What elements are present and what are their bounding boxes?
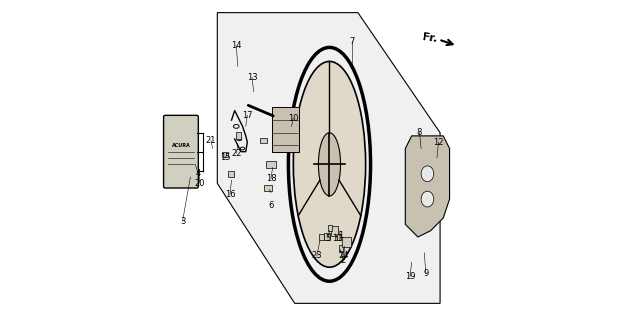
Text: 11: 11 — [332, 234, 342, 243]
FancyBboxPatch shape — [324, 233, 330, 240]
Text: 23: 23 — [312, 252, 322, 260]
Text: 1: 1 — [338, 231, 343, 240]
FancyArrowPatch shape — [248, 105, 273, 116]
Text: 8: 8 — [417, 128, 422, 137]
FancyBboxPatch shape — [337, 234, 342, 240]
FancyBboxPatch shape — [228, 171, 234, 177]
Polygon shape — [218, 13, 440, 303]
FancyBboxPatch shape — [339, 245, 343, 252]
FancyBboxPatch shape — [264, 185, 272, 191]
Text: 24: 24 — [339, 252, 349, 260]
Text: 18: 18 — [266, 174, 276, 183]
Text: 12: 12 — [433, 138, 444, 147]
Text: 10: 10 — [288, 114, 298, 123]
Text: 22: 22 — [231, 149, 241, 158]
Ellipse shape — [319, 133, 340, 196]
FancyBboxPatch shape — [236, 132, 241, 139]
FancyBboxPatch shape — [260, 138, 268, 143]
Polygon shape — [405, 136, 449, 237]
Text: 7: 7 — [349, 37, 355, 46]
Ellipse shape — [293, 61, 365, 267]
Text: 3: 3 — [180, 217, 185, 226]
FancyBboxPatch shape — [266, 161, 276, 168]
Ellipse shape — [421, 191, 434, 207]
Text: 6: 6 — [268, 201, 274, 210]
FancyBboxPatch shape — [328, 225, 332, 231]
Ellipse shape — [421, 166, 434, 182]
Text: 16: 16 — [225, 190, 236, 199]
Text: 4: 4 — [196, 169, 201, 178]
FancyBboxPatch shape — [319, 234, 324, 240]
Text: 21: 21 — [205, 136, 216, 145]
Text: 9: 9 — [423, 269, 429, 278]
Text: 19: 19 — [405, 272, 415, 281]
FancyBboxPatch shape — [221, 152, 228, 157]
FancyBboxPatch shape — [331, 226, 339, 236]
Text: ACURA: ACURA — [172, 143, 190, 148]
Text: 14: 14 — [231, 41, 241, 50]
FancyBboxPatch shape — [164, 115, 198, 188]
Text: 15: 15 — [220, 154, 230, 162]
Text: 17: 17 — [242, 111, 253, 120]
FancyBboxPatch shape — [272, 107, 298, 152]
Text: 13: 13 — [247, 73, 257, 82]
Text: 20: 20 — [195, 179, 205, 188]
Text: 5: 5 — [325, 234, 330, 243]
Text: Fr.: Fr. — [422, 33, 438, 45]
Text: 2: 2 — [340, 256, 346, 265]
FancyBboxPatch shape — [342, 237, 351, 247]
